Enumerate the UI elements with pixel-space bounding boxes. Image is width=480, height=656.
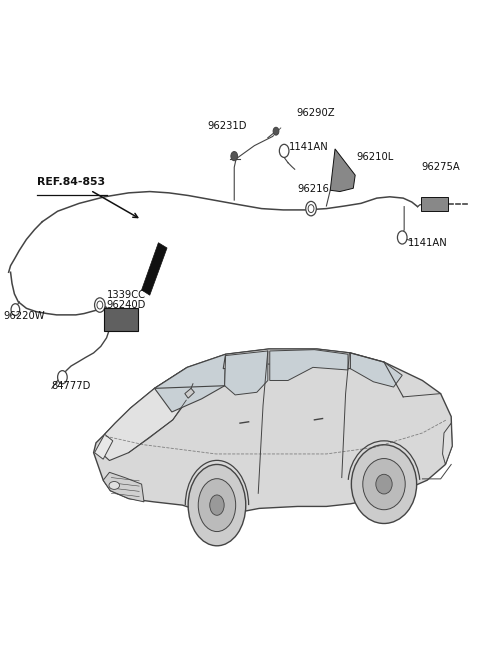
Circle shape (397, 231, 407, 244)
Text: 96210L: 96210L (356, 152, 394, 163)
Polygon shape (330, 149, 355, 192)
Text: 96220W: 96220W (4, 311, 46, 321)
Ellipse shape (210, 495, 224, 516)
Text: 96240D: 96240D (107, 300, 146, 310)
Polygon shape (270, 350, 348, 380)
Circle shape (58, 371, 67, 384)
Circle shape (306, 201, 316, 216)
FancyBboxPatch shape (104, 308, 138, 331)
Circle shape (273, 127, 279, 135)
Circle shape (279, 144, 289, 157)
Text: REF.84-853: REF.84-853 (37, 177, 106, 188)
Polygon shape (142, 243, 167, 295)
Text: 1339CC: 1339CC (107, 290, 145, 300)
Polygon shape (95, 434, 113, 459)
Circle shape (97, 301, 103, 309)
Polygon shape (94, 349, 452, 513)
FancyBboxPatch shape (421, 197, 448, 211)
Circle shape (231, 152, 238, 161)
Text: 84777D: 84777D (52, 380, 91, 391)
Text: 1141AN: 1141AN (289, 142, 329, 152)
Circle shape (308, 205, 314, 213)
Text: 96275A: 96275A (421, 162, 460, 173)
Text: 96216: 96216 (298, 184, 329, 194)
Ellipse shape (351, 445, 417, 523)
Circle shape (11, 304, 20, 316)
Polygon shape (155, 354, 226, 412)
Text: 96231D: 96231D (207, 121, 247, 131)
Polygon shape (103, 472, 144, 502)
Polygon shape (223, 349, 350, 369)
Ellipse shape (363, 459, 405, 510)
Circle shape (95, 298, 105, 312)
Polygon shape (350, 353, 402, 387)
Text: 1141AN: 1141AN (408, 237, 448, 248)
Polygon shape (443, 423, 452, 464)
Polygon shape (101, 367, 187, 461)
Polygon shape (185, 388, 194, 398)
Ellipse shape (109, 482, 120, 489)
Ellipse shape (376, 474, 392, 494)
Ellipse shape (188, 464, 246, 546)
Polygon shape (225, 351, 268, 395)
Text: 96290Z: 96290Z (297, 108, 335, 118)
Ellipse shape (198, 479, 236, 531)
